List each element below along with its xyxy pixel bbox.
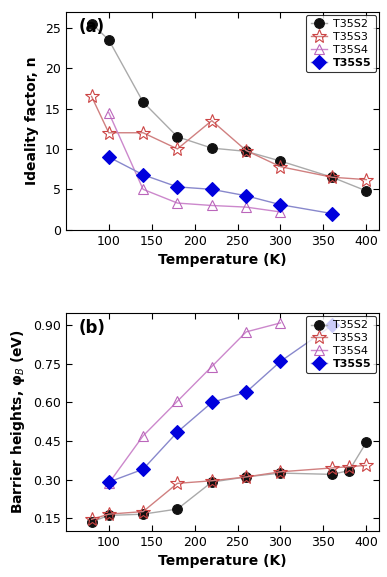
T35S3 bbox=[364, 462, 369, 469]
Y-axis label: Ideality factor, n: Ideality factor, n bbox=[26, 57, 39, 185]
T35S4 bbox=[209, 363, 214, 370]
T35S2 bbox=[364, 439, 369, 446]
T35S3 bbox=[141, 129, 146, 136]
X-axis label: Temperature (K): Temperature (K) bbox=[158, 253, 287, 267]
T35S5 bbox=[278, 358, 283, 365]
T35S4 bbox=[106, 109, 111, 116]
T35S2 bbox=[141, 511, 146, 518]
Line: T35S4: T35S4 bbox=[104, 108, 285, 217]
T35S2 bbox=[244, 474, 248, 481]
T35S2 bbox=[175, 133, 180, 140]
T35S2 bbox=[278, 470, 283, 477]
Line: T35S3: T35S3 bbox=[85, 459, 373, 526]
T35S2 bbox=[209, 145, 214, 152]
T35S4 bbox=[278, 320, 283, 327]
T35S3 bbox=[175, 480, 180, 487]
T35S4 bbox=[244, 328, 248, 335]
Line: T35S5: T35S5 bbox=[104, 152, 337, 219]
Text: (b): (b) bbox=[78, 319, 105, 337]
T35S5 bbox=[209, 399, 214, 406]
Y-axis label: Barrier heights, φ$_B$ (eV): Barrier heights, φ$_B$ (eV) bbox=[9, 329, 27, 514]
T35S3 bbox=[175, 145, 180, 152]
Legend: T35S2, T35S3, T35S4, T35S5: T35S2, T35S3, T35S4, T35S5 bbox=[306, 316, 376, 373]
Line: T35S2: T35S2 bbox=[87, 19, 371, 196]
T35S5 bbox=[244, 389, 248, 396]
T35S2 bbox=[89, 518, 94, 525]
T35S5 bbox=[209, 186, 214, 193]
T35S2 bbox=[278, 158, 283, 164]
T35S2 bbox=[347, 467, 351, 474]
T35S5 bbox=[106, 153, 111, 160]
Text: (a): (a) bbox=[78, 18, 104, 36]
T35S3 bbox=[330, 174, 334, 181]
T35S2 bbox=[209, 478, 214, 485]
T35S4 bbox=[175, 200, 180, 207]
T35S3 bbox=[209, 477, 214, 484]
Line: T35S3: T35S3 bbox=[85, 89, 373, 186]
T35S5 bbox=[330, 210, 334, 217]
Line: T35S5: T35S5 bbox=[104, 321, 337, 487]
T35S3 bbox=[89, 93, 94, 100]
T35S3 bbox=[330, 464, 334, 471]
X-axis label: Temperature (K): Temperature (K) bbox=[158, 554, 287, 568]
Line: T35S4: T35S4 bbox=[104, 318, 285, 488]
Legend: T35S2, T35S3, T35S4, T35S5: T35S2, T35S3, T35S4, T35S5 bbox=[306, 15, 376, 72]
T35S4 bbox=[209, 202, 214, 209]
T35S5 bbox=[330, 322, 334, 329]
T35S2 bbox=[106, 512, 111, 519]
T35S2 bbox=[106, 36, 111, 43]
T35S4 bbox=[106, 480, 111, 487]
T35S2 bbox=[364, 188, 369, 194]
T35S3 bbox=[244, 474, 248, 481]
Line: T35S2: T35S2 bbox=[87, 437, 371, 527]
T35S5 bbox=[175, 183, 180, 190]
T35S3 bbox=[89, 516, 94, 523]
T35S3 bbox=[106, 129, 111, 136]
T35S2 bbox=[89, 20, 94, 27]
T35S3 bbox=[347, 463, 351, 470]
T35S4 bbox=[141, 186, 146, 193]
T35S3 bbox=[244, 147, 248, 154]
T35S4 bbox=[141, 432, 146, 439]
T35S2 bbox=[330, 471, 334, 478]
T35S3 bbox=[106, 511, 111, 518]
T35S4 bbox=[175, 398, 180, 404]
T35S5 bbox=[141, 171, 146, 178]
T35S5 bbox=[244, 192, 248, 199]
T35S2 bbox=[330, 174, 334, 181]
T35S5 bbox=[141, 466, 146, 473]
T35S2 bbox=[141, 99, 146, 106]
T35S3 bbox=[364, 176, 369, 183]
T35S2 bbox=[175, 505, 180, 512]
T35S4 bbox=[244, 204, 248, 211]
T35S3 bbox=[278, 469, 283, 475]
T35S3 bbox=[278, 163, 283, 170]
T35S5 bbox=[278, 201, 283, 208]
T35S5 bbox=[175, 429, 180, 436]
T35S3 bbox=[141, 508, 146, 515]
T35S4 bbox=[278, 208, 283, 215]
T35S3 bbox=[209, 117, 214, 124]
T35S2 bbox=[244, 148, 248, 155]
T35S5 bbox=[106, 478, 111, 485]
